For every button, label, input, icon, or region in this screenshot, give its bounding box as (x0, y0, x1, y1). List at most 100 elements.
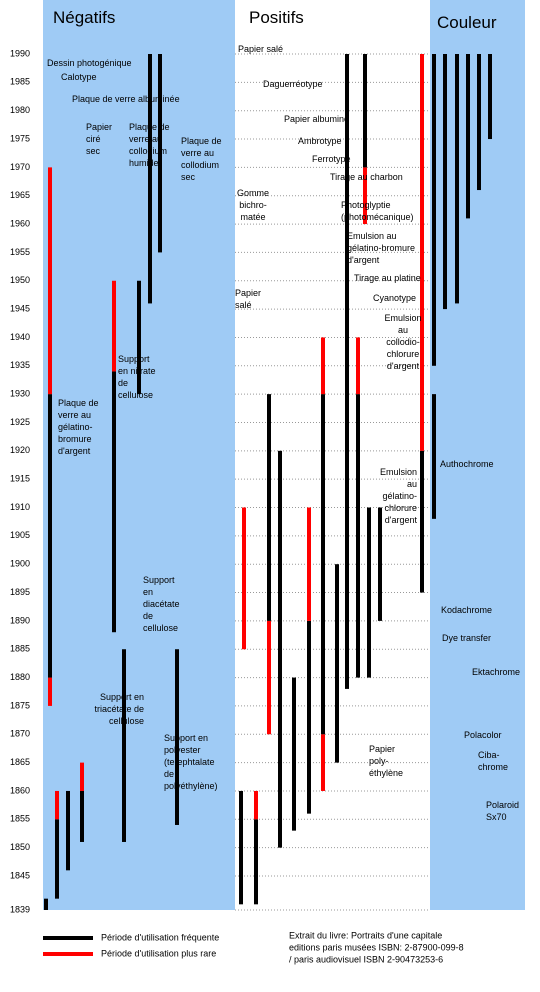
y-tick-label: 1860 (10, 785, 30, 795)
group-background (43, 0, 235, 910)
y-tick-label: 1965 (10, 190, 30, 200)
period-bar (55, 819, 59, 899)
period-bar (148, 54, 152, 304)
item-label: Plaque de verre au collodium humide (129, 122, 170, 168)
item-label: Support en triacétate de cellulose (94, 692, 144, 726)
y-tick-label: 1915 (10, 474, 30, 484)
note-line: editions paris musées ISBN: 2-87900-099-… (289, 942, 464, 952)
y-tick-label: 1865 (10, 757, 30, 767)
y-tick-label: 1985 (10, 77, 30, 87)
period-bar (321, 734, 325, 791)
y-tick-label: 1960 (10, 218, 30, 228)
period-bar (420, 450, 424, 593)
period-bar (307, 620, 311, 814)
period-bar (267, 620, 271, 735)
period-bar (242, 507, 246, 650)
period-bar (44, 898, 48, 910)
item-label: Ciba- chrome (478, 750, 509, 772)
item-label: Tirage au charbon (330, 172, 403, 182)
period-bar (112, 280, 116, 372)
period-bar (175, 649, 179, 825)
item-label: Gomme bichro- matée (236, 188, 270, 222)
period-bar (363, 167, 367, 225)
item-label: Plaque de verre au collodium sec (181, 136, 222, 182)
y-tick-label: 1845 (10, 870, 30, 880)
group-header: Négatifs (53, 8, 116, 27)
y-tick-label: 1920 (10, 445, 30, 455)
period-bar (345, 54, 349, 689)
legend-label: Période d'utilisation plus rare (101, 948, 216, 958)
item-label: Support en diacétate de cellulose (143, 575, 180, 633)
period-bar (466, 54, 470, 219)
period-bar (267, 394, 271, 621)
item-label: Calotype (61, 72, 97, 82)
period-bar (292, 677, 296, 831)
y-tick-label: 1839 (10, 904, 30, 914)
item-label: Papier albuminé (284, 114, 350, 124)
note-line: Extrait du livre: Portraits d'une capita… (289, 930, 442, 940)
item-label: Dessin photogénique (47, 58, 132, 68)
item-label: Ferrotype (312, 154, 351, 164)
period-bar (367, 507, 371, 678)
legend-label: Période d'utilisation fréquente (101, 932, 219, 942)
period-bar (356, 337, 360, 395)
y-tick-label: 1910 (10, 502, 30, 512)
y-tick-label: 1990 (10, 48, 30, 58)
item-label: Plaque de verre albuminée (72, 94, 180, 104)
period-bar (122, 649, 126, 842)
y-tick-label: 1895 (10, 587, 30, 597)
y-tick-label: 1950 (10, 275, 30, 285)
y-tick-label: 1940 (10, 332, 30, 342)
y-tick-label: 1900 (10, 559, 30, 569)
group-header: Positifs (249, 8, 304, 27)
y-tick-label: 1890 (10, 615, 30, 625)
item-label: Emulsion au collodio- chlorure d'argent (384, 313, 422, 371)
period-bar (356, 394, 360, 678)
period-bar (80, 762, 84, 791)
period-bar (48, 394, 52, 678)
item-label: Papier salé (238, 44, 284, 54)
period-bar (432, 54, 436, 366)
item-label: Photoglyptie (photomécanique) (341, 200, 414, 222)
y-tick-label: 1975 (10, 133, 30, 143)
item-label: Polaroid Sx70 (486, 800, 520, 822)
period-bar (137, 280, 141, 395)
y-tick-label: 1875 (10, 700, 30, 710)
y-tick-label: 1850 (10, 842, 30, 852)
period-bar (48, 677, 52, 706)
period-bar (48, 167, 52, 395)
period-bar (321, 394, 325, 735)
period-bar (420, 54, 424, 451)
item-label: Papier poly- éthylène (369, 744, 404, 778)
y-tick-label: 1905 (10, 530, 30, 540)
group-header: Couleur (437, 13, 497, 32)
y-tick-label: 1930 (10, 389, 30, 399)
note-line: / paris audiovisuel ISBN 2-90473253-6 (289, 954, 443, 964)
period-bar (239, 790, 243, 905)
item-label: Dye transfer (442, 633, 492, 643)
y-tick-label: 1925 (10, 417, 30, 427)
period-bar (363, 54, 367, 168)
item-label: Support en polyester (terephtalate de po… (164, 733, 218, 791)
item-label: Tirage au platine (354, 273, 421, 283)
period-bar (278, 450, 282, 848)
period-bar (158, 54, 162, 253)
item-label: Support en nitrate de cellulose (118, 354, 156, 400)
y-tick-label: 1870 (10, 729, 30, 739)
period-bar (477, 54, 481, 191)
item-label: Daguerréotype (263, 79, 323, 89)
item-label: Emulsion au gélatino-bromure d'argent (347, 231, 416, 265)
y-tick-label: 1885 (10, 644, 30, 654)
period-bar (254, 819, 258, 905)
period-bar (55, 790, 59, 820)
y-tick-label: 1980 (10, 105, 30, 115)
item-label: Polacolor (464, 730, 502, 740)
period-bar (254, 790, 258, 820)
item-label: Kodachrome (441, 605, 493, 615)
y-tick-label: 1970 (10, 162, 30, 172)
y-tick-label: 1935 (10, 360, 30, 370)
period-bar (335, 564, 339, 763)
period-bar (488, 54, 492, 140)
